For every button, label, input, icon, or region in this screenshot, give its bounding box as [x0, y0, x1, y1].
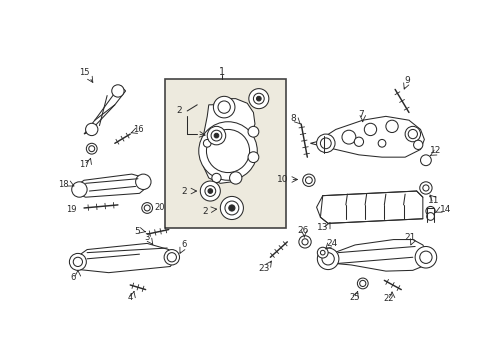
- Circle shape: [142, 203, 152, 213]
- Text: 4: 4: [127, 293, 133, 302]
- Text: 7: 7: [358, 110, 364, 119]
- Circle shape: [420, 155, 431, 166]
- Text: 2: 2: [202, 207, 208, 216]
- Polygon shape: [74, 174, 149, 197]
- Circle shape: [318, 248, 339, 270]
- Text: 26: 26: [297, 226, 308, 235]
- Circle shape: [405, 126, 420, 142]
- Circle shape: [200, 181, 220, 201]
- Circle shape: [427, 213, 435, 220]
- Polygon shape: [317, 191, 423, 223]
- Text: 19: 19: [66, 205, 76, 214]
- Circle shape: [112, 85, 124, 97]
- Circle shape: [303, 174, 315, 186]
- Circle shape: [318, 247, 328, 258]
- Circle shape: [73, 257, 82, 266]
- Text: 23: 23: [259, 264, 270, 273]
- Circle shape: [205, 186, 216, 197]
- Text: 17: 17: [79, 160, 89, 169]
- Circle shape: [357, 278, 368, 289]
- Circle shape: [72, 182, 87, 197]
- Text: 18: 18: [58, 180, 69, 189]
- Circle shape: [354, 137, 364, 147]
- Circle shape: [164, 249, 179, 265]
- Circle shape: [415, 247, 437, 268]
- Circle shape: [420, 251, 432, 264]
- Text: 13: 13: [317, 224, 328, 233]
- Circle shape: [248, 126, 259, 137]
- Circle shape: [212, 173, 221, 183]
- Circle shape: [253, 93, 264, 104]
- Text: 11: 11: [428, 196, 440, 205]
- Circle shape: [211, 130, 222, 141]
- Text: 5: 5: [134, 226, 140, 235]
- Text: 10: 10: [277, 175, 289, 184]
- Text: 20: 20: [154, 203, 165, 212]
- Circle shape: [360, 280, 366, 287]
- Circle shape: [213, 96, 235, 118]
- Circle shape: [229, 205, 235, 211]
- Circle shape: [167, 253, 176, 262]
- Text: 14: 14: [440, 205, 451, 214]
- Circle shape: [342, 130, 356, 144]
- Circle shape: [414, 140, 423, 149]
- Circle shape: [207, 126, 226, 145]
- Polygon shape: [311, 116, 424, 157]
- Polygon shape: [84, 86, 125, 134]
- Polygon shape: [320, 239, 428, 271]
- Circle shape: [305, 177, 312, 184]
- Circle shape: [386, 120, 398, 132]
- Circle shape: [320, 138, 331, 149]
- Circle shape: [199, 122, 257, 180]
- Circle shape: [365, 123, 377, 136]
- Circle shape: [378, 139, 386, 147]
- Circle shape: [144, 205, 150, 211]
- Text: 2: 2: [177, 107, 182, 116]
- Circle shape: [317, 134, 335, 153]
- Polygon shape: [201, 99, 255, 183]
- Text: 6: 6: [181, 240, 187, 249]
- Polygon shape: [74, 243, 176, 273]
- Circle shape: [423, 185, 429, 191]
- Circle shape: [257, 96, 261, 101]
- Circle shape: [203, 139, 211, 147]
- Circle shape: [299, 236, 311, 248]
- Text: 16: 16: [133, 125, 143, 134]
- Circle shape: [220, 197, 244, 220]
- Circle shape: [229, 172, 242, 184]
- Bar: [165, 80, 286, 228]
- Text: 8: 8: [291, 114, 296, 123]
- Circle shape: [320, 250, 325, 255]
- Text: 3: 3: [145, 233, 150, 242]
- Text: 2: 2: [181, 186, 187, 195]
- Circle shape: [86, 143, 97, 154]
- Circle shape: [420, 182, 432, 194]
- Circle shape: [408, 130, 417, 139]
- Text: 15: 15: [79, 68, 89, 77]
- Text: 22: 22: [384, 294, 394, 303]
- Circle shape: [225, 201, 239, 215]
- Text: 25: 25: [350, 293, 360, 302]
- Circle shape: [208, 189, 213, 193]
- Text: 6: 6: [71, 273, 76, 282]
- Text: 12: 12: [429, 147, 441, 156]
- Circle shape: [322, 253, 334, 265]
- Circle shape: [206, 130, 249, 172]
- Circle shape: [249, 89, 269, 109]
- Circle shape: [89, 146, 95, 152]
- Text: 1: 1: [219, 67, 225, 77]
- Circle shape: [426, 206, 435, 216]
- Circle shape: [248, 152, 259, 163]
- Circle shape: [86, 123, 98, 136]
- Circle shape: [70, 253, 86, 270]
- Circle shape: [214, 133, 219, 138]
- Circle shape: [218, 101, 230, 113]
- Text: 21: 21: [405, 233, 416, 242]
- Circle shape: [302, 239, 308, 245]
- Text: 24: 24: [326, 239, 338, 248]
- Circle shape: [136, 174, 151, 189]
- Text: 9: 9: [405, 76, 410, 85]
